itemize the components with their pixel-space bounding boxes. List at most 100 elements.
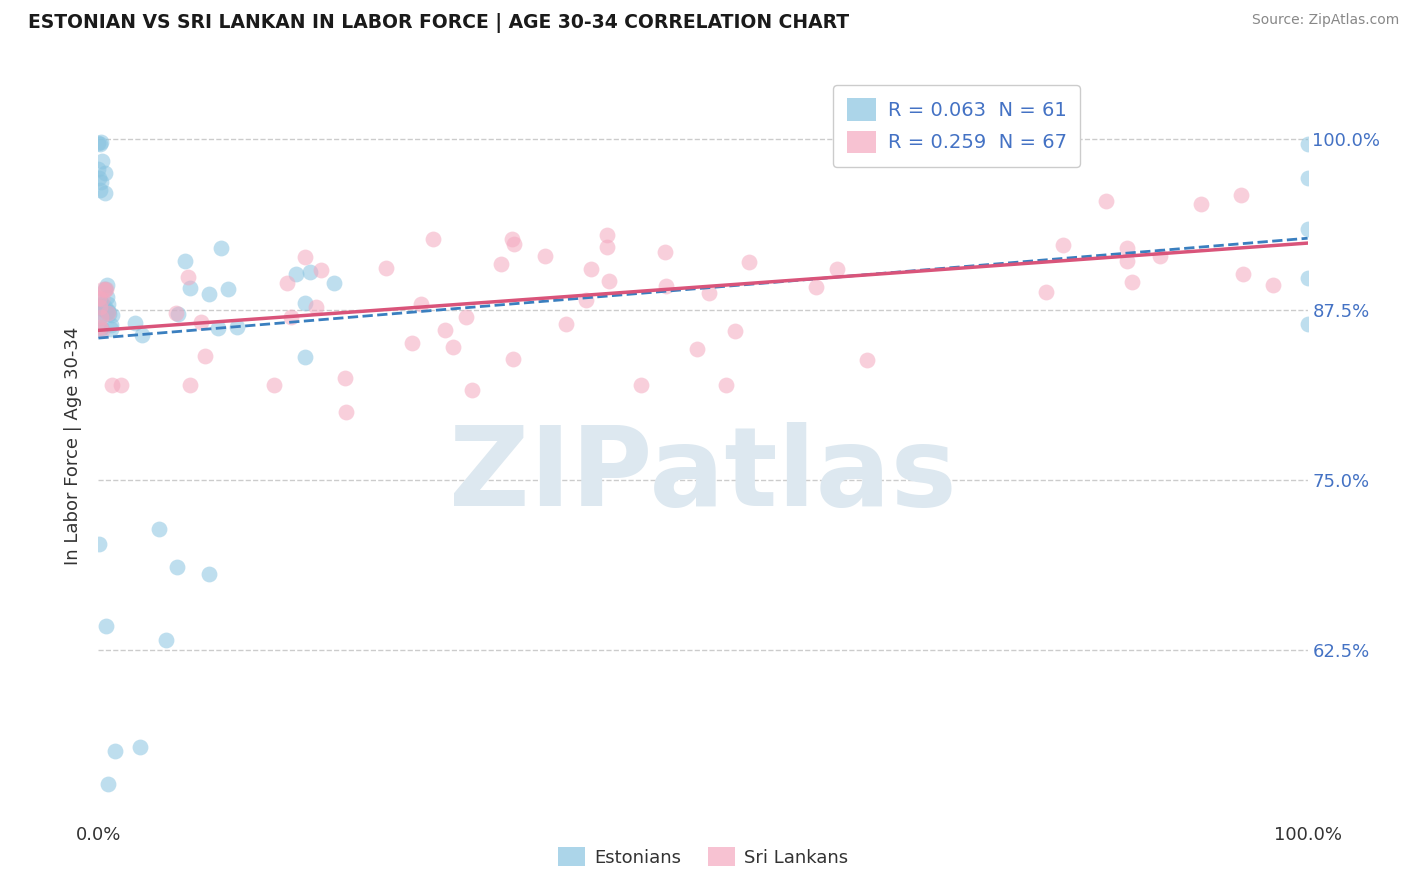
Point — [804, 279, 827, 293]
Point — [699, 285, 721, 300]
Point — [335, 405, 357, 419]
Point — [98, 307, 121, 321]
Point — [89, 323, 111, 337]
Point — [1232, 267, 1254, 281]
Point — [1261, 278, 1284, 293]
Point — [1116, 241, 1139, 255]
Point — [90, 135, 112, 149]
Point — [100, 318, 122, 333]
Point — [724, 324, 747, 338]
Point — [91, 323, 114, 337]
Point — [630, 377, 652, 392]
Point — [534, 249, 557, 263]
Point — [90, 310, 112, 324]
Point — [596, 240, 619, 254]
Point — [90, 306, 112, 320]
Point — [294, 296, 316, 310]
Point — [91, 297, 114, 311]
Point — [654, 278, 676, 293]
Text: ESTONIAN VS SRI LANKAN IN LABOR FORCE | AGE 30-34 CORRELATION CHART: ESTONIAN VS SRI LANKAN IN LABOR FORCE | … — [28, 13, 849, 33]
Point — [101, 377, 124, 392]
Point — [579, 261, 602, 276]
Text: ZIPatlas: ZIPatlas — [449, 423, 957, 530]
Point — [276, 276, 298, 290]
Point — [554, 317, 576, 331]
Point — [89, 537, 111, 551]
Point — [1296, 171, 1319, 186]
Point — [94, 282, 117, 296]
Point — [194, 349, 217, 363]
Point — [110, 377, 132, 392]
Point — [1035, 285, 1057, 299]
Legend: Estonians, Sri Lankans: Estonians, Sri Lankans — [551, 840, 855, 874]
Point — [1229, 188, 1251, 202]
Point — [502, 352, 524, 367]
Point — [305, 300, 328, 314]
Point — [226, 320, 249, 334]
Point — [596, 227, 619, 242]
Point — [284, 267, 307, 281]
Point — [411, 297, 433, 311]
Point — [94, 282, 117, 296]
Point — [1095, 194, 1118, 208]
Point — [598, 274, 620, 288]
Point — [100, 322, 122, 336]
Point — [1296, 317, 1319, 331]
Point — [97, 304, 120, 318]
Point — [87, 162, 110, 177]
Point — [91, 154, 114, 169]
Point — [148, 522, 170, 536]
Point — [173, 253, 195, 268]
Point — [502, 236, 524, 251]
Point — [90, 300, 112, 314]
Point — [165, 306, 187, 320]
Point — [166, 560, 188, 574]
Point — [94, 303, 117, 318]
Point — [375, 260, 398, 275]
Point — [856, 353, 879, 368]
Point — [294, 250, 316, 264]
Point — [1296, 221, 1319, 235]
Point — [89, 319, 111, 334]
Point — [94, 283, 117, 297]
Point — [454, 310, 477, 324]
Point — [1296, 271, 1319, 285]
Point — [96, 619, 118, 633]
Point — [441, 340, 464, 354]
Point — [179, 377, 201, 392]
Point — [197, 567, 219, 582]
Point — [716, 377, 738, 392]
Point — [422, 232, 444, 246]
Point — [90, 175, 112, 189]
Y-axis label: In Labor Force | Age 30-34: In Labor Force | Age 30-34 — [65, 326, 83, 566]
Point — [263, 377, 285, 392]
Point — [96, 290, 118, 304]
Point — [575, 293, 598, 308]
Point — [1121, 275, 1143, 289]
Point — [94, 186, 117, 200]
Point — [90, 300, 112, 314]
Point — [96, 278, 118, 293]
Point — [89, 137, 111, 152]
Point — [87, 171, 110, 186]
Point — [90, 321, 112, 335]
Point — [91, 301, 114, 316]
Point — [97, 304, 120, 318]
Point — [89, 183, 111, 197]
Point — [87, 136, 110, 151]
Point — [104, 744, 127, 758]
Point — [333, 371, 356, 385]
Point — [89, 310, 111, 325]
Point — [87, 299, 110, 313]
Point — [1052, 237, 1074, 252]
Point — [501, 232, 523, 246]
Point — [217, 282, 239, 296]
Point — [89, 293, 111, 308]
Point — [94, 300, 117, 314]
Point — [91, 292, 114, 306]
Point — [280, 310, 302, 324]
Legend: R = 0.063  N = 61, R = 0.259  N = 67: R = 0.063 N = 61, R = 0.259 N = 67 — [834, 85, 1080, 167]
Point — [1116, 254, 1139, 268]
Point — [825, 262, 848, 277]
Point — [461, 383, 484, 397]
